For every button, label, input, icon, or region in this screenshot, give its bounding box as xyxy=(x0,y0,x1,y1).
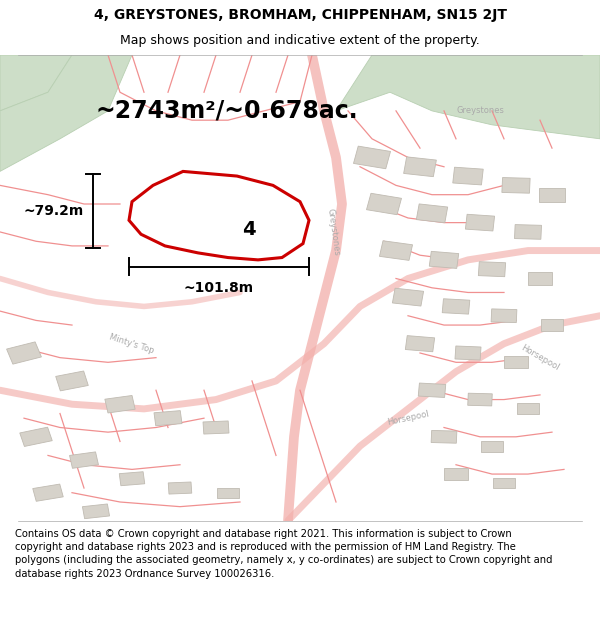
Text: Horsepool: Horsepool xyxy=(386,409,430,427)
Bar xyxy=(429,251,459,268)
Bar xyxy=(217,488,239,498)
Bar xyxy=(119,472,145,486)
Bar xyxy=(455,346,481,360)
Text: 4, GREYSTONES, BROMHAM, CHIPPENHAM, SN15 2JT: 4, GREYSTONES, BROMHAM, CHIPPENHAM, SN15… xyxy=(94,8,506,22)
Bar xyxy=(367,193,401,215)
Bar xyxy=(416,204,448,222)
Bar xyxy=(404,157,436,177)
Polygon shape xyxy=(0,55,132,171)
Text: Horsepool: Horsepool xyxy=(519,343,561,372)
Bar xyxy=(392,288,424,306)
Bar xyxy=(442,299,470,314)
Text: Greystones: Greystones xyxy=(456,106,504,116)
Bar xyxy=(33,484,63,501)
Bar xyxy=(70,452,98,468)
Text: ~79.2m: ~79.2m xyxy=(24,204,84,218)
Bar xyxy=(481,441,503,452)
Bar xyxy=(444,469,468,479)
Polygon shape xyxy=(0,55,72,111)
Bar xyxy=(502,177,530,193)
Bar xyxy=(431,431,457,443)
Bar xyxy=(105,396,135,413)
Bar xyxy=(478,262,506,277)
Text: ~2743m²/~0.678ac.: ~2743m²/~0.678ac. xyxy=(96,99,359,123)
Bar xyxy=(406,336,434,352)
Bar xyxy=(168,482,192,494)
Bar xyxy=(493,478,515,489)
Text: 4: 4 xyxy=(242,220,256,239)
Bar xyxy=(379,241,413,261)
Bar xyxy=(418,383,446,398)
Bar xyxy=(203,421,229,434)
Bar xyxy=(453,168,483,185)
Text: Contains OS data © Crown copyright and database right 2021. This information is : Contains OS data © Crown copyright and d… xyxy=(15,529,553,579)
Bar xyxy=(154,411,182,426)
Bar xyxy=(466,214,494,231)
Text: ~101.8m: ~101.8m xyxy=(184,281,254,295)
Polygon shape xyxy=(336,55,600,139)
Bar xyxy=(514,224,542,239)
Bar xyxy=(7,342,41,364)
Bar xyxy=(20,427,52,446)
Bar xyxy=(56,371,88,391)
Bar xyxy=(541,319,563,331)
Bar xyxy=(504,356,528,368)
Bar xyxy=(491,309,517,322)
Bar xyxy=(468,393,492,406)
Bar xyxy=(517,403,539,414)
Polygon shape xyxy=(129,171,309,260)
Bar xyxy=(539,188,565,202)
Text: Minty's Top: Minty's Top xyxy=(109,332,155,355)
Bar xyxy=(82,504,110,519)
Bar xyxy=(353,146,391,169)
Text: Greystones: Greystones xyxy=(325,208,341,256)
Bar xyxy=(528,272,552,285)
Text: Map shows position and indicative extent of the property.: Map shows position and indicative extent… xyxy=(120,34,480,48)
